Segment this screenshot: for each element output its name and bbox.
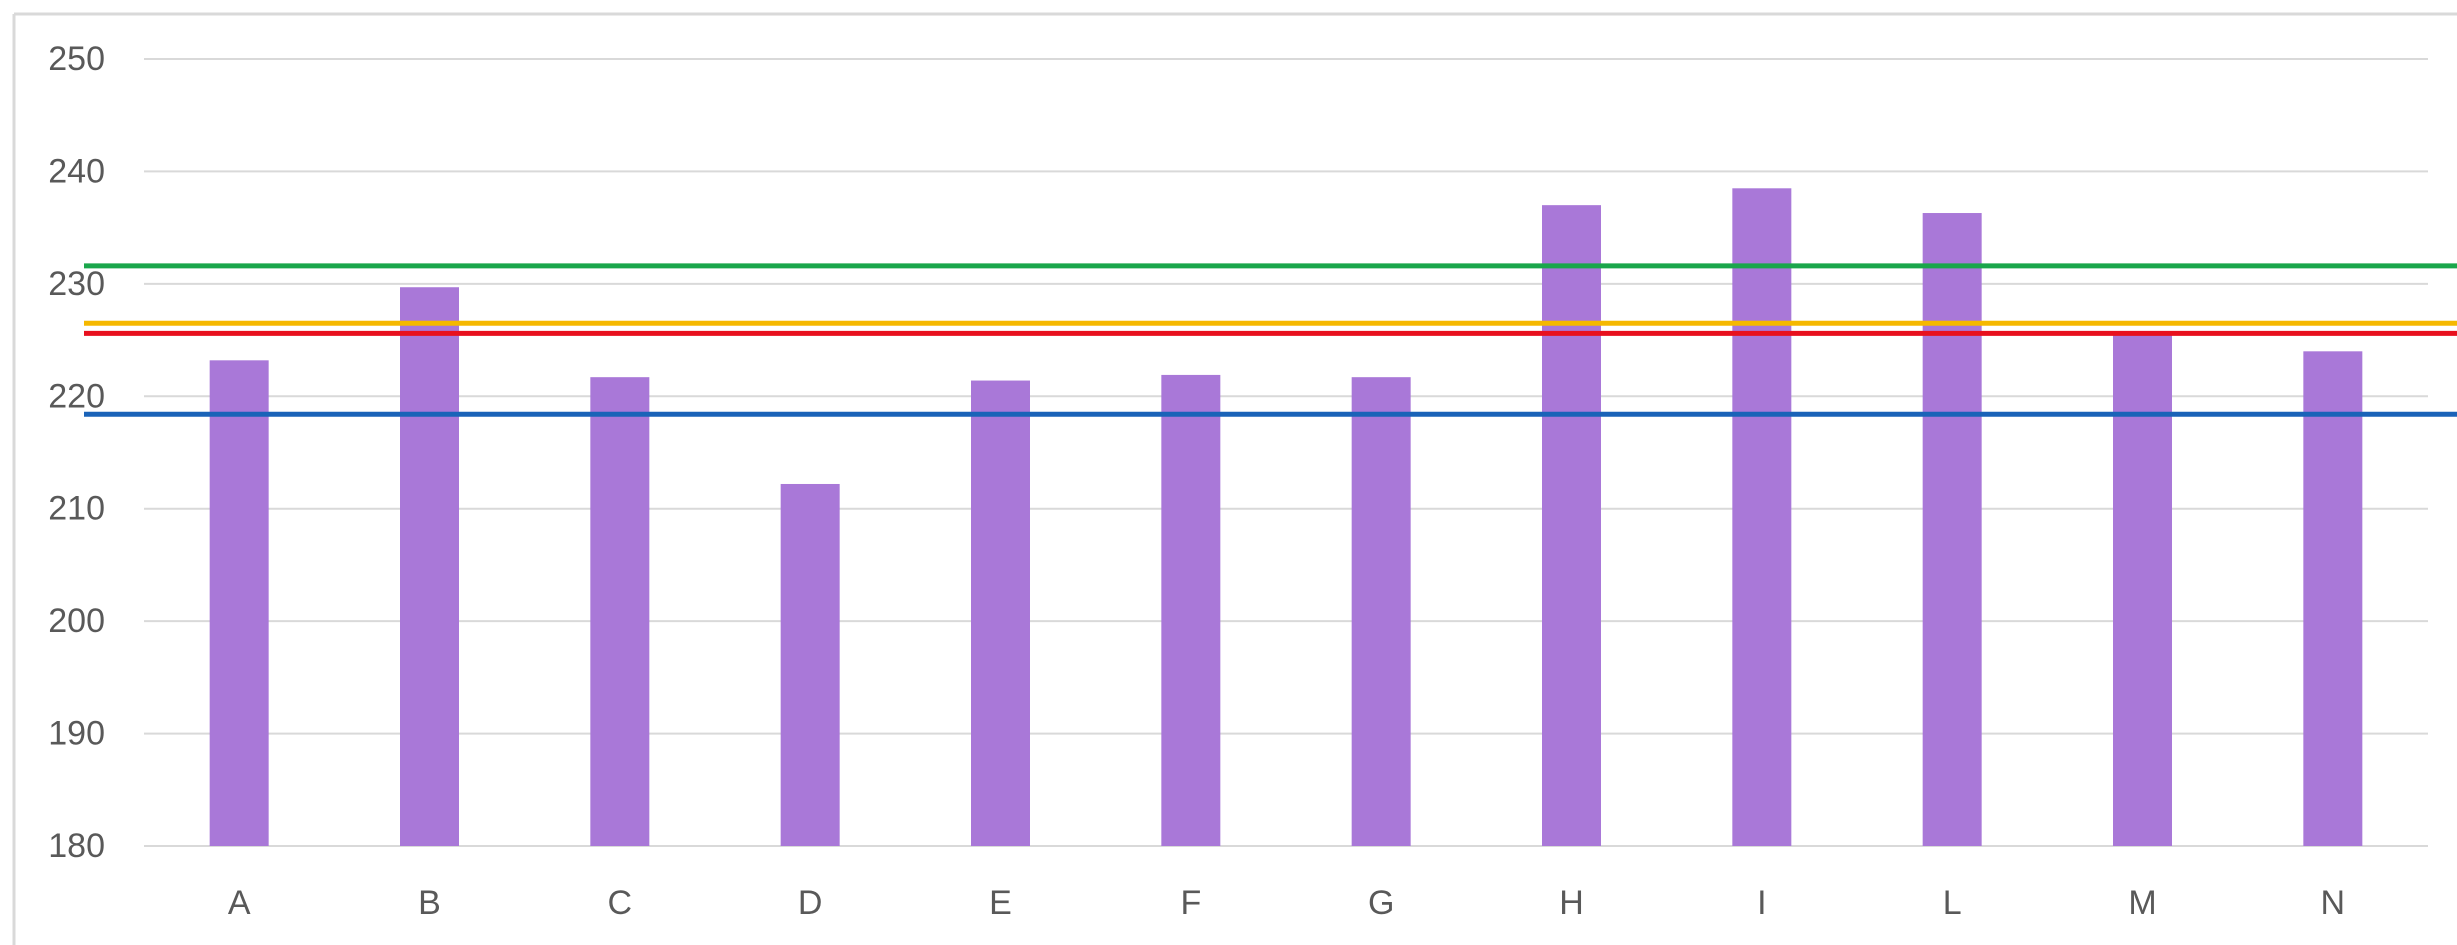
bar-n [2303, 351, 2363, 846]
y-tick-label: 180 [48, 827, 105, 865]
bar-l [1922, 213, 1982, 846]
x-tick-label: D [798, 884, 823, 922]
gridlines [144, 58, 2428, 847]
y-tick-label: 250 [48, 40, 105, 78]
y-tick-label: 230 [48, 265, 105, 303]
x-tick-label: N [2321, 884, 2346, 922]
y-tick-label: 220 [48, 377, 105, 415]
bar-f [1161, 374, 1221, 846]
x-tick-label: B [418, 884, 441, 922]
bar-a [209, 360, 269, 846]
y-tick-label: 210 [48, 490, 105, 528]
x-tick-label: I [1757, 884, 1766, 922]
x-tick-label: F [1180, 884, 1201, 922]
bars [209, 188, 2363, 847]
x-tick-label: G [1368, 884, 1394, 922]
x-tick-label: C [608, 884, 633, 922]
bar-m [2113, 331, 2172, 846]
x-tick-label: M [2128, 884, 2156, 922]
y-tick-label: 240 [48, 152, 105, 190]
x-tick-label: H [1559, 884, 1584, 922]
y-tick-label: 200 [48, 602, 105, 640]
bar-e [971, 380, 1030, 846]
bar-c [590, 377, 650, 846]
y-axis-tick-labels: 180 190 200 210 220 230 240 250 [48, 40, 105, 865]
x-tick-label: A [228, 884, 251, 922]
x-tick-label: L [1943, 884, 1962, 922]
bar-b [400, 287, 459, 847]
x-tick-label: E [989, 884, 1012, 922]
y-tick-label: 190 [48, 715, 105, 753]
bar-d [780, 483, 840, 846]
bar-g [1351, 377, 1411, 846]
bar-h [1542, 205, 1601, 846]
bar-i [1732, 188, 1792, 847]
reference-lines [84, 263, 2457, 417]
